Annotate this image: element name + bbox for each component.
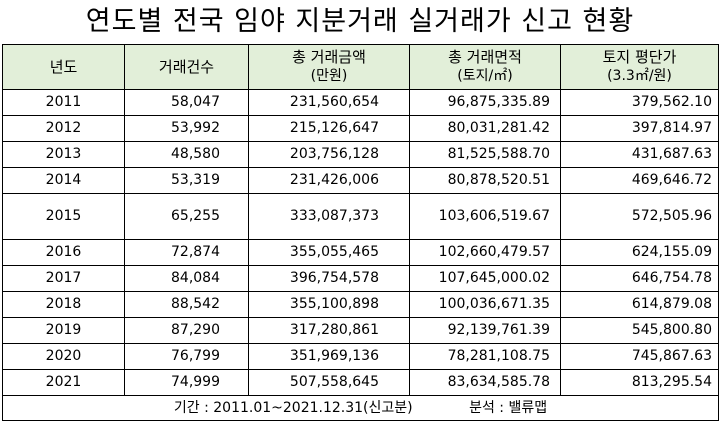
cell-price: 469,646.72 xyxy=(560,167,719,194)
cell-year: 2012 xyxy=(2,115,125,142)
cell-price: 745,867.63 xyxy=(560,343,719,370)
header-amount-unit: (만원) xyxy=(310,68,348,84)
cell-area: 92,139,761.39 xyxy=(409,317,561,344)
cell-year: 2019 xyxy=(2,317,125,344)
cell-count: 72,874 xyxy=(124,239,249,266)
cell-count: 53,319 xyxy=(124,167,249,194)
table-row: 2019 87,290 317,280,861 92,139,761.39 54… xyxy=(2,317,719,344)
cell-area: 107,645,000.02 xyxy=(409,265,561,292)
header-area-title: 총 거래면적 xyxy=(448,48,522,66)
header-amount: 총 거래금액 (만원) xyxy=(248,44,410,90)
cell-area: 100,036,671.35 xyxy=(409,291,561,318)
table-header: 년도 거래건수 총 거래금액 (만원) 총 거래면적 (토지/㎡) 토지 평단가… xyxy=(2,44,719,90)
table-footer: 기간 : 2011.01~2021.12.31(신고분) 분석 : 밸류맵 xyxy=(2,395,719,421)
header-price-unit: (3.3㎡/원) xyxy=(607,68,672,84)
table-row: 2014 53,319 231,426,006 80,878,520.51 46… xyxy=(2,167,719,194)
cell-amount: 215,126,647 xyxy=(248,115,410,142)
cell-price: 431,687.63 xyxy=(560,141,719,168)
table-row: 2018 88,542 355,100,898 100,036,671.35 6… xyxy=(2,291,719,318)
table-row: 2012 53,992 215,126,647 80,031,281.42 39… xyxy=(2,115,719,142)
cell-price: 572,505.96 xyxy=(560,193,719,240)
table-row: 2017 84,084 396,754,578 107,645,000.02 6… xyxy=(2,265,719,292)
cell-amount: 507,558,645 xyxy=(248,369,410,396)
cell-price: 614,879.08 xyxy=(560,291,719,318)
cell-price: 813,295.54 xyxy=(560,369,719,396)
cell-count: 76,799 xyxy=(124,343,249,370)
table-row: 2021 74,999 507,558,645 83,634,585.78 81… xyxy=(2,369,719,396)
header-price: 토지 평단가 (3.3㎡/원) xyxy=(560,44,719,90)
transaction-table: 년도 거래건수 총 거래금액 (만원) 총 거래면적 (토지/㎡) 토지 평단가… xyxy=(2,44,719,421)
table-row: 2016 72,874 355,055,465 102,660,479.57 6… xyxy=(2,239,719,266)
table-row: 2011 58,047 231,560,654 96,875,335.89 37… xyxy=(2,89,719,116)
cell-price: 624,155.09 xyxy=(560,239,719,266)
cell-amount: 203,756,128 xyxy=(248,141,410,168)
cell-area: 102,660,479.57 xyxy=(409,239,561,266)
table-row: 2015 65,255 333,087,373 103,606,519.67 5… xyxy=(2,193,719,240)
cell-area: 80,031,281.42 xyxy=(409,115,561,142)
header-count: 거래건수 xyxy=(124,44,249,90)
cell-amount: 351,969,136 xyxy=(248,343,410,370)
cell-area: 83,634,585.78 xyxy=(409,369,561,396)
cell-year: 2014 xyxy=(2,167,125,194)
cell-year: 2013 xyxy=(2,141,125,168)
header-row: 년도 거래건수 총 거래금액 (만원) 총 거래면적 (토지/㎡) 토지 평단가… xyxy=(2,44,719,90)
cell-count: 65,255 xyxy=(124,193,249,240)
cell-area: 96,875,335.89 xyxy=(409,89,561,116)
table-row: 2013 48,580 203,756,128 81,525,588.70 43… xyxy=(2,141,719,168)
cell-amount: 355,100,898 xyxy=(248,291,410,318)
cell-year: 2015 xyxy=(2,193,125,240)
cell-year: 2017 xyxy=(2,265,125,292)
cell-count: 53,992 xyxy=(124,115,249,142)
cell-year: 2018 xyxy=(2,291,125,318)
cell-amount: 355,055,465 xyxy=(248,239,410,266)
cell-count: 87,290 xyxy=(124,317,249,344)
cell-amount: 231,426,006 xyxy=(248,167,410,194)
cell-amount: 317,280,861 xyxy=(248,317,410,344)
cell-count: 74,999 xyxy=(124,369,249,396)
table-row: 2020 76,799 351,969,136 78,281,108.75 74… xyxy=(2,343,719,370)
cell-year: 2016 xyxy=(2,239,125,266)
cell-year: 2021 xyxy=(2,369,125,396)
cell-price: 397,814.97 xyxy=(560,115,719,142)
cell-area: 78,281,108.75 xyxy=(409,343,561,370)
cell-area: 103,606,519.67 xyxy=(409,193,561,240)
cell-price: 545,800.80 xyxy=(560,317,719,344)
header-year: 년도 xyxy=(2,44,125,90)
cell-count: 84,084 xyxy=(124,265,249,292)
header-amount-title: 총 거래금액 xyxy=(292,48,366,66)
header-area-unit: (토지/㎡) xyxy=(457,68,513,84)
footer-analysis: 분석 : 밸류맵 xyxy=(469,400,548,416)
page-title: 연도별 전국 임야 지분거래 실거래가 신고 현황 xyxy=(85,6,635,37)
cell-year: 2020 xyxy=(2,343,125,370)
cell-price: 379,562.10 xyxy=(560,89,719,116)
footer-period: 기간 : 2011.01~2021.12.31(신고분) xyxy=(173,400,413,416)
cell-area: 80,878,520.51 xyxy=(409,167,561,194)
cell-area: 81,525,588.70 xyxy=(409,141,561,168)
cell-price: 646,754.78 xyxy=(560,265,719,292)
cell-count: 88,542 xyxy=(124,291,249,318)
cell-year: 2011 xyxy=(2,89,125,116)
table-body: 2011 58,047 231,560,654 96,875,335.89 37… xyxy=(2,89,719,396)
cell-count: 48,580 xyxy=(124,141,249,168)
cell-count: 58,047 xyxy=(124,89,249,116)
footer-cell: 기간 : 2011.01~2021.12.31(신고분) 분석 : 밸류맵 xyxy=(2,395,719,421)
footer-row: 기간 : 2011.01~2021.12.31(신고분) 분석 : 밸류맵 xyxy=(2,395,719,421)
cell-amount: 231,560,654 xyxy=(248,89,410,116)
cell-amount: 396,754,578 xyxy=(248,265,410,292)
header-area: 총 거래면적 (토지/㎡) xyxy=(409,44,561,90)
cell-amount: 333,087,373 xyxy=(248,193,410,240)
header-price-title: 토지 평단가 xyxy=(602,48,677,66)
